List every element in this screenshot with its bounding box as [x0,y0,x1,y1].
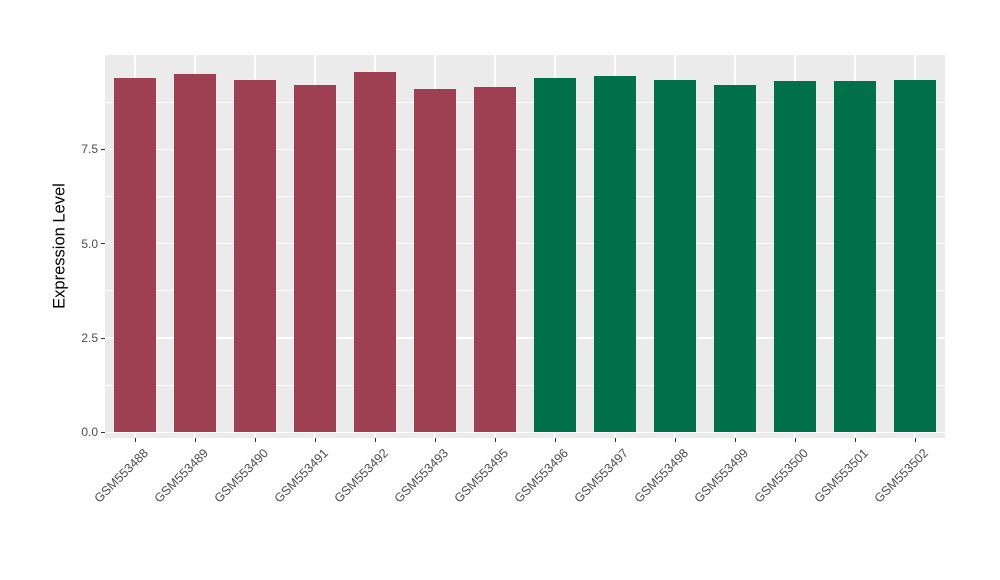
x-tick-label-GSM553489: GSM553489 [151,446,211,506]
x-tick-mark [794,438,796,442]
minor-gridline [105,384,945,386]
x-tick-mark [914,438,916,442]
x-tick-label-GSM553496: GSM553496 [511,446,571,506]
bar-GSM553499 [714,85,756,433]
minor-gridline [105,101,945,103]
bar-GSM553498 [654,79,696,433]
x-tick-label-GSM553500: GSM553500 [751,446,811,506]
x-tick-mark [194,438,196,442]
bar-GSM553488 [114,77,156,433]
x-tick-mark [674,438,676,442]
bar-GSM553496 [534,77,576,433]
x-tick-label-GSM553498: GSM553498 [631,446,691,506]
bar-GSM553492 [354,71,396,433]
x-tick-label-GSM553497: GSM553497 [571,446,631,506]
x-tick-mark [254,438,256,442]
x-tick-mark [434,438,436,442]
x-tick-mark [374,438,376,442]
x-tick-label-GSM553499: GSM553499 [691,446,751,506]
bar-GSM553493 [414,88,456,433]
y-tick-label: 2.5 [81,331,98,345]
major-gridline [105,242,945,245]
major-gridline [105,148,945,151]
major-gridline [105,431,945,434]
minor-gridline [105,290,945,292]
x-tick-mark [554,438,556,442]
bar-GSM553490 [234,79,276,433]
y-tick-label: 0.0 [81,425,98,440]
bar-GSM553502 [894,79,936,433]
x-tick-mark [734,438,736,442]
bar-GSM553501 [834,81,876,433]
bar-GSM553491 [294,85,336,433]
x-tick-label-GSM553495: GSM553495 [451,446,511,506]
y-tick-label: 5.0 [81,236,98,251]
x-tick-mark [134,438,136,442]
x-tick-mark [314,438,316,442]
x-tick-label-GSM553491: GSM553491 [271,446,331,506]
x-tick-mark [494,438,496,442]
x-tick-label-GSM553493: GSM553493 [391,446,451,506]
bar-GSM553495 [474,87,516,433]
bar-GSM553489 [174,73,216,433]
minor-gridline [105,196,945,197]
y-tick-mark [101,243,105,245]
x-tick-label-GSM553492: GSM553492 [331,446,391,506]
plot-panel [105,55,945,438]
major-gridline [105,337,945,339]
y-tick-mark [101,431,105,433]
y-tick-label: 7.5 [81,142,98,157]
x-tick-label-GSM553501: GSM553501 [811,446,871,506]
bar-GSM553497 [594,75,636,433]
y-tick-mark [101,148,105,150]
x-tick-label-GSM553490: GSM553490 [211,446,271,506]
x-tick-label-GSM553502: GSM553502 [871,446,931,506]
x-tick-mark [614,438,616,442]
bar-GSM553500 [774,81,816,433]
x-tick-mark [854,438,856,442]
y-tick-mark [101,337,105,339]
x-tick-label-GSM553488: GSM553488 [91,446,151,506]
y-axis-title: Expression Level [50,183,69,309]
